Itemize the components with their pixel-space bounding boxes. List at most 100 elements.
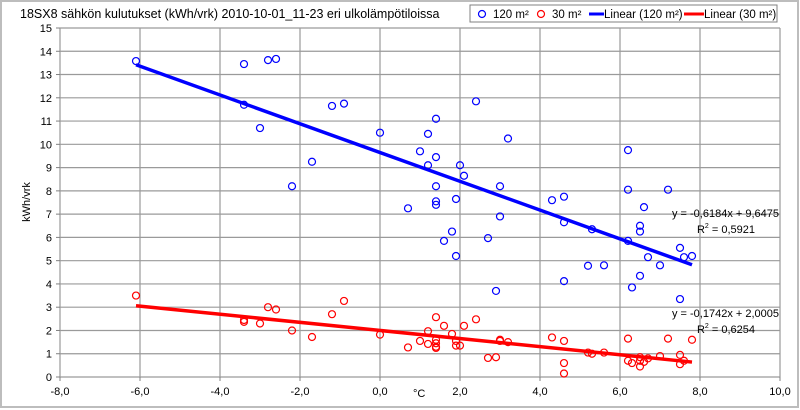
- data-point: [307, 157, 317, 166]
- r2-120: R2 = 0,5921: [697, 223, 755, 236]
- r2-30: R2 = 0,6254: [697, 323, 755, 336]
- data-point: [451, 341, 461, 350]
- y-tick-label: 15: [40, 23, 52, 35]
- data-point: [583, 348, 593, 357]
- data-point: [471, 97, 481, 106]
- y-tick-label: 7: [46, 209, 52, 221]
- data-point: [679, 356, 689, 365]
- data-point: [239, 59, 249, 69]
- data-point: [439, 236, 449, 245]
- data-point: [423, 339, 433, 349]
- data-point: [339, 296, 349, 306]
- y-tick-label: 9: [46, 163, 52, 175]
- data-point: [483, 353, 493, 363]
- r2-value: = 0,5921: [709, 224, 755, 236]
- y-tick-label: 1: [46, 349, 52, 361]
- data-point: [559, 336, 569, 346]
- data-point: [623, 146, 633, 155]
- data-point: [431, 197, 441, 206]
- x-tick-label: -8,0: [51, 386, 70, 398]
- data-point: [495, 212, 505, 221]
- data-point: [495, 336, 505, 346]
- r2-superscript: 2: [705, 323, 709, 330]
- data-point: [255, 123, 265, 133]
- data-point: [687, 251, 697, 261]
- data-point: [403, 204, 413, 213]
- data-point: [559, 369, 569, 378]
- data-point: [655, 351, 665, 361]
- legend-label-120: 120 m²: [493, 9, 529, 21]
- data-point: [687, 335, 697, 344]
- data-point: [271, 305, 281, 314]
- data-point: [503, 134, 513, 143]
- r2-label: R: [697, 324, 705, 336]
- r2-label: R: [697, 224, 705, 236]
- data-point: [471, 315, 481, 324]
- data-point: [415, 336, 425, 346]
- data-point: [559, 192, 569, 201]
- data-point: [131, 56, 141, 66]
- data-point: [431, 153, 441, 162]
- data-point: [627, 283, 637, 292]
- data-point: [431, 313, 441, 322]
- y-axis-label: kWh/vrk: [21, 182, 33, 222]
- data-point: [451, 251, 461, 261]
- legend: 120 m² 30 m² Linear (120 m²) Linear (30 …: [469, 4, 778, 23]
- data-point: [287, 326, 297, 335]
- data-point: [583, 261, 593, 270]
- y-tick-label: 11: [41, 116, 52, 128]
- trendline: [135, 303, 693, 364]
- grid: [59, 27, 781, 378]
- x-tick-label: 2,0: [452, 386, 467, 398]
- data-point: [339, 99, 349, 108]
- x-tick-label: 8,0: [692, 386, 707, 398]
- data-point: [431, 182, 441, 191]
- data-point: [483, 233, 493, 243]
- data-point: [415, 147, 425, 156]
- y-tick-label: 14: [40, 46, 52, 58]
- data-point: [635, 271, 645, 280]
- data-point: [455, 161, 465, 170]
- data-point: [263, 56, 273, 65]
- legend-marker-30: [536, 9, 546, 19]
- data-point: [643, 354, 653, 363]
- data-point: [459, 321, 469, 330]
- y-tick-label: 13: [40, 70, 52, 82]
- data-point: [239, 100, 249, 109]
- trendlines: [135, 63, 693, 364]
- x-tick-label: 6,0: [612, 386, 627, 398]
- data-point: [431, 339, 441, 348]
- data-point: [447, 227, 457, 236]
- data-point: [675, 350, 685, 359]
- data-point: [587, 225, 597, 234]
- data-point: [559, 358, 569, 368]
- y-tick-label: 4: [46, 279, 52, 291]
- legend-box: [469, 4, 778, 23]
- data-point: [635, 353, 645, 362]
- chart-title: 18SX8 sähkön kulutukset (kWh/vrk) 2010-1…: [20, 7, 439, 21]
- trend-equations: y = -0,6184x + 9,6475 R2 = 0,5921 y = -0…: [672, 208, 779, 336]
- y-tick-label: 12: [40, 93, 52, 105]
- y-tick-label: 10: [40, 139, 52, 151]
- equation-30: y = -0,1742x + 2,0005: [672, 308, 779, 320]
- data-point: [663, 334, 673, 343]
- data-point: [375, 128, 385, 137]
- data-point: [663, 185, 673, 194]
- data-point: [635, 362, 645, 371]
- legend-label-linear-120: Linear (120 m²): [604, 9, 683, 21]
- data-point: [655, 261, 665, 270]
- data-point: [431, 114, 441, 123]
- data-point: [375, 330, 385, 339]
- x-tick-label: -6,0: [131, 386, 150, 398]
- data-point: [599, 348, 609, 357]
- data-point: [623, 356, 633, 365]
- data-point: [447, 329, 457, 339]
- x-tick-label: 10,0: [769, 386, 790, 398]
- data-point: [491, 353, 501, 362]
- data-point: [455, 341, 465, 350]
- data-points: [131, 54, 697, 378]
- legend-marker-120: [477, 9, 487, 19]
- data-point: [403, 343, 413, 352]
- data-point: [675, 243, 685, 252]
